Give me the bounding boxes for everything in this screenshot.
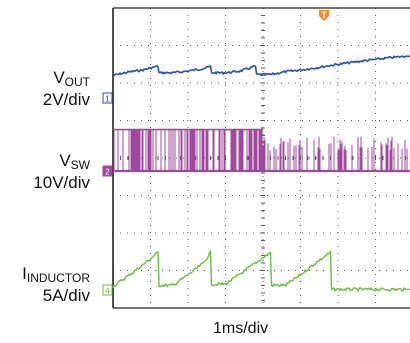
vout-marker-label: 1 xyxy=(105,95,110,104)
iind-scale: 5A/div xyxy=(42,286,90,305)
trigger-marker-label: T xyxy=(321,10,327,20)
vsw-label-sub: SW xyxy=(70,158,90,172)
vout-channel-marker: 1 xyxy=(102,92,113,104)
vsw-channel-marker: 2 xyxy=(102,165,113,177)
iind-trace xyxy=(112,250,410,292)
trigger-marker: T xyxy=(319,10,329,21)
vout-scale: 2V/div xyxy=(42,90,90,109)
vsw-trace xyxy=(113,128,408,171)
vsw-scale: 10V/div xyxy=(33,173,90,192)
vsw-marker-label: 2 xyxy=(105,168,110,177)
traces xyxy=(112,55,410,292)
vout-trace xyxy=(112,55,410,77)
vsw-label-main: V xyxy=(59,151,71,170)
vout-label-sub: OUT xyxy=(64,75,90,89)
grid xyxy=(112,7,410,309)
vsw-label: VSW 10V/div xyxy=(0,152,90,192)
vout-marker-box xyxy=(102,92,113,104)
iind-marker-label: 4 xyxy=(105,287,110,296)
iind-label: IINDUCTOR 5A/div xyxy=(0,265,90,305)
iind-label-main: I xyxy=(22,264,27,283)
channel-markers: 1 2 4 xyxy=(102,92,113,296)
vout-label: VOUT 2V/div xyxy=(0,69,90,109)
vout-label-main: V xyxy=(53,68,65,87)
iind-marker-box xyxy=(102,284,113,296)
vsw-marker-box xyxy=(102,165,113,177)
x-axis-label: 1ms/div xyxy=(213,320,269,337)
iind-channel-marker: 4 xyxy=(102,284,113,296)
iind-label-sub: INDUCTOR xyxy=(26,271,90,285)
